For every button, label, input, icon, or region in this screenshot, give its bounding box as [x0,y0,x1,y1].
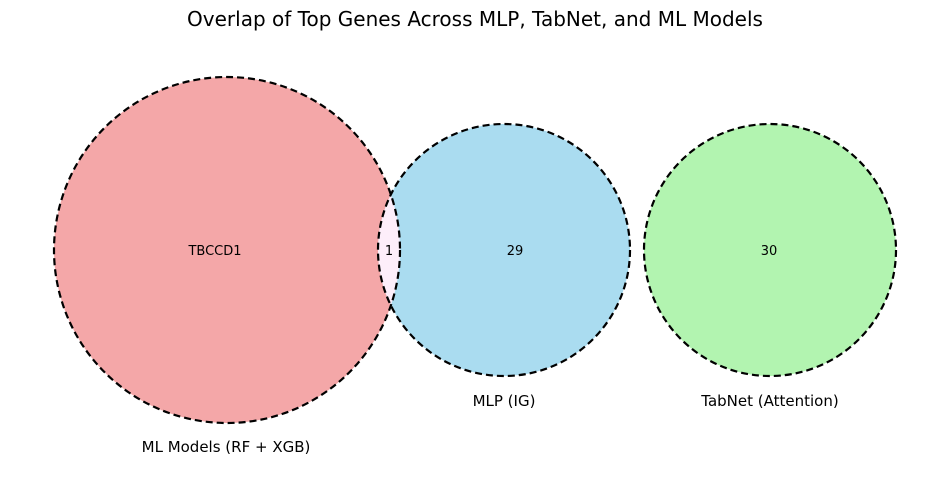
ml-models-circle [54,77,400,423]
tabnet-set-label: TabNet (Attention) [700,392,838,410]
ml-only-region-label: TBCCD1 [187,244,241,259]
diagram-title: Overlap of Top Genes Across MLP, TabNet,… [187,7,763,31]
mlp-set-label: MLP (IG) [473,392,536,410]
ml-models-set-label: ML Models (RF + XGB) [142,438,311,456]
ml-mlp-overlap-label: 1 [385,244,393,259]
tabnet-circle [644,124,896,376]
mlp-circle [378,124,630,376]
mlp-only-region-label: 29 [507,244,524,259]
ml-models-outline [52,75,402,425]
tabnet-outline [642,122,898,378]
mlp-outline [376,122,632,378]
tabnet-only-region-label: 30 [761,244,778,259]
